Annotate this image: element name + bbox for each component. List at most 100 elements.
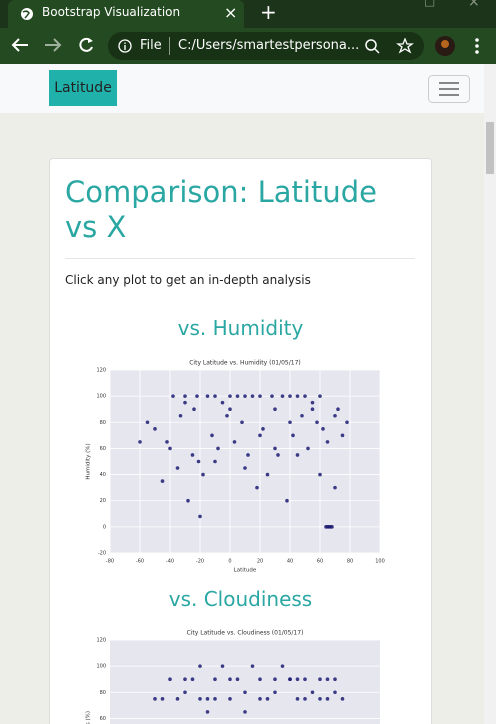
data-point: [330, 525, 334, 529]
y-tick-label: 80: [100, 420, 106, 426]
data-point: [255, 485, 259, 490]
data-point: [205, 710, 210, 714]
data-point: [210, 433, 214, 438]
data-point: [171, 394, 175, 398]
data-point: [153, 427, 157, 431]
data-point: [250, 664, 255, 668]
data-point: [321, 427, 325, 431]
y-tick-label: 120: [96, 638, 106, 644]
data-point: [258, 697, 262, 701]
y-axis-label: Cloudiness (%): [86, 711, 92, 724]
y-tick-label: 120: [96, 368, 106, 374]
data-point: [168, 446, 172, 451]
data-point: [295, 453, 300, 457]
data-point: [190, 453, 195, 457]
y-tick-label: 100: [96, 394, 106, 400]
data-point: [183, 400, 187, 405]
data-point: [198, 697, 202, 701]
data-point: [303, 394, 307, 398]
window-restore[interactable]: □: [424, 0, 436, 8]
data-point: [333, 677, 337, 682]
navbar-brand[interactable]: Latitude: [49, 70, 117, 106]
data-point: [280, 664, 285, 668]
data-point: [160, 697, 165, 701]
window-close[interactable]: ×: [468, 0, 480, 10]
data-point: [246, 453, 250, 457]
navbar: Latitude: [0, 64, 484, 113]
data-point: [183, 690, 187, 695]
profile-menu[interactable]: [432, 34, 492, 58]
data-point: [258, 677, 262, 682]
data-point: [270, 394, 274, 398]
data-point: [265, 472, 270, 477]
scrollbar-thumb[interactable]: [486, 122, 494, 174]
data-point: [273, 407, 277, 412]
separator: [169, 37, 170, 55]
data-point: [178, 413, 183, 418]
new-tab[interactable]: +: [260, 0, 277, 24]
data-point: [273, 677, 277, 682]
data-point: [192, 407, 196, 412]
data-point: [303, 697, 307, 701]
data-point: [295, 697, 300, 701]
plot-image[interactable]: City Latitude vs. Cloudiness (01/05/17) 6…: [80, 625, 390, 724]
tab-bar: Bootstrap Visualization × + □ ×: [0, 0, 496, 28]
y-tick-label: -20: [98, 551, 106, 557]
data-point: [261, 427, 265, 431]
data-point: [235, 677, 240, 682]
nav-buttons[interactable]: [0, 28, 110, 64]
data-point: [340, 697, 345, 701]
data-point: [325, 697, 330, 701]
tab-close[interactable]: ×: [224, 3, 238, 22]
data-point: [165, 440, 169, 444]
data-point: [318, 394, 322, 398]
plot-title: City Latitude vs. Cloudiness (01/05/17): [187, 630, 304, 637]
data-point: [340, 433, 345, 438]
y-tick-label: 20: [100, 498, 106, 504]
x-tick-label: 100: [375, 559, 385, 565]
data-point: [243, 710, 247, 714]
data-point: [220, 400, 225, 405]
address-bar[interactable]: File C:/Users/smartestpersona...: [108, 32, 424, 60]
address-icons[interactable]: [364, 38, 420, 54]
data-point: [228, 697, 232, 701]
data-point: [303, 677, 307, 682]
data-point: [175, 466, 180, 470]
data-point: [205, 394, 210, 398]
data-point: [295, 394, 300, 398]
data-point: [232, 440, 237, 444]
data-point: [345, 420, 349, 425]
data-point: [265, 697, 270, 701]
data-point: [288, 394, 292, 398]
x-tick-label: 60: [317, 559, 323, 565]
data-point: [190, 677, 195, 682]
data-point: [273, 690, 277, 695]
plot-area: [110, 640, 380, 724]
globe-icon: [21, 8, 33, 20]
data-point: [198, 664, 202, 668]
data-point: [250, 394, 255, 398]
y-axis-label: Humidity (%): [86, 443, 92, 479]
data-point: [273, 446, 277, 451]
data-point: [333, 485, 337, 490]
section-heading: vs. Humidity: [177, 316, 304, 340]
data-point: [213, 697, 217, 701]
scrollbar[interactable]: [484, 64, 496, 724]
x-tick-label: -80: [106, 559, 114, 565]
tab[interactable]: Bootstrap Visualization ×: [8, 0, 244, 28]
data-point: [280, 394, 285, 398]
x-tick-label: 80: [347, 559, 353, 565]
data-point: [216, 446, 220, 451]
data-point: [138, 440, 142, 444]
data-point: [153, 697, 157, 701]
navbar-toggler[interactable]: [428, 75, 470, 103]
y-tick-label: 0: [103, 524, 106, 530]
x-tick-label: -40: [166, 559, 174, 565]
x-tick-label: -60: [136, 559, 144, 565]
data-point: [333, 413, 337, 418]
x-tick-label: 0: [228, 559, 231, 565]
plot-image[interactable]: City Latitude vs. Humidity (01/05/17) -20…: [80, 355, 390, 580]
data-point: [310, 407, 315, 412]
data-point: [243, 466, 247, 470]
